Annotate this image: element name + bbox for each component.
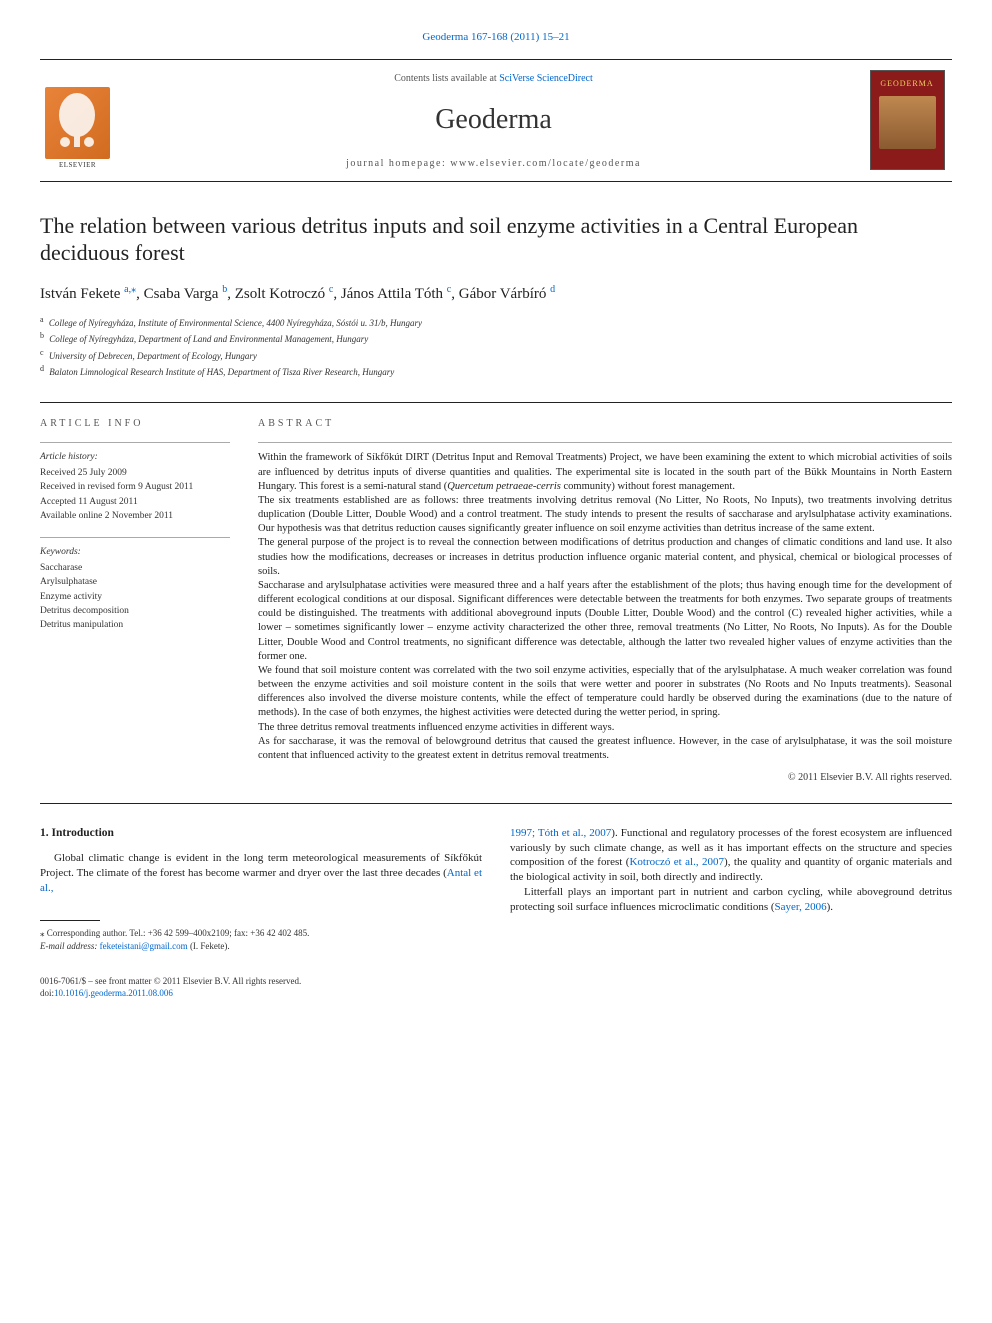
cite-kotroczo[interactable]: Kotroczó et al., 2007 [629,856,724,868]
doi-link[interactable]: 10.1016/j.geoderma.2011.08.006 [54,988,173,998]
contents-prefix: Contents lists available at [394,73,499,84]
homepage-line: journal homepage: www.elsevier.com/locat… [130,157,857,171]
abstract-copyright: © 2011 Elsevier B.V. All rights reserved… [258,771,952,785]
cover-image [879,96,936,149]
corresponding-star-icon: ⁎ [131,284,136,295]
abstract-paragraph: Within the framework of Síkfőkút DIRT (D… [258,451,952,494]
footnotes-block: ⁎ Corresponding author. Tel.: +36 42 599… [40,927,482,953]
journal-header: ELSEVIER Contents lists available at Sci… [40,59,952,182]
keyword-line: Detritus manipulation [40,618,230,632]
cover-title: GEODERMA [871,79,944,90]
abstract-col: abstract Within the framework of Síkfőkú… [258,417,952,785]
body-left-column: 1. Introduction Global climatic change i… [40,826,482,1000]
doi-prefix: doi: [40,988,54,998]
author-affil-sup: c [329,284,333,295]
author-affil-sup: c [447,284,451,295]
article-info-col: article info Article history: Received 2… [40,417,230,785]
cite-1997-toth[interactable]: 1997; Tóth et al., 2007 [510,827,611,839]
email-label: E-mail address: [40,941,97,951]
history-line: Accepted 11 August 2011 [40,495,230,509]
keywords-block: Keywords: SaccharaseArylsulphataseEnzyme… [40,537,230,632]
publisher-name: ELSEVIER [45,161,110,170]
bottom-copyright-block: 0016-7061/$ – see front matter © 2011 El… [40,975,482,1000]
intro-paragraph-1: Global climatic change is evident in the… [40,851,482,896]
abstract-label: abstract [258,417,952,431]
abstract-paragraph: We found that soil moisture content was … [258,664,952,721]
contents-line: Contents lists available at SciVerse Sci… [130,72,857,86]
publisher-logo-area: ELSEVIER [40,60,120,181]
issn-line: 0016-7061/$ – see front matter © 2011 El… [40,975,482,988]
keyword-line: Enzyme activity [40,590,230,604]
abstract-text: Within the framework of Síkfőkút DIRT (D… [258,442,952,763]
homepage-url[interactable]: www.elsevier.com/locate/geoderma [450,158,641,169]
sciencedirect-link[interactable]: SciVerse ScienceDirect [499,73,593,84]
abstract-paragraph: The general purpose of the project is to… [258,536,952,579]
p1-text: Global climatic change is evident in the… [40,852,482,879]
corresponding-author-note: ⁎ Corresponding author. Tel.: +36 42 599… [40,927,482,940]
author: Zsolt Kotroczó c [235,286,334,302]
body-two-column: 1. Introduction Global climatic change i… [40,826,952,1000]
p2-text: Litterfall plays an important part in nu… [510,886,952,913]
intro-paragraph-1-cont: 1997; Tóth et al., 2007). Functional and… [510,826,952,885]
journal-name: Geoderma [130,101,857,139]
author-affil-sup: d [550,284,555,295]
citation-header: Geoderma 167-168 (2011) 15–21 [40,30,952,45]
doi-line: doi:10.1016/j.geoderma.2011.08.006 [40,987,482,1000]
abstract-paragraph: The six treatments established are as fo… [258,494,952,537]
cover-thumb-area: GEODERMA [867,60,952,181]
intro-paragraph-2: Litterfall plays an important part in nu… [510,885,952,915]
article-info-label: article info [40,417,230,431]
keyword-line: Detritus decomposition [40,604,230,618]
keyword-line: Saccharase [40,561,230,575]
author: István Fekete a,⁎ [40,286,136,302]
history-line: Received 25 July 2009 [40,466,230,480]
section-1-heading: 1. Introduction [40,826,482,842]
affiliation-line: a College of Nyíregyháza, Institute of E… [40,314,952,331]
abstract-paragraph: The three detritus removal treatments in… [258,721,952,735]
author-affil-sup: b [222,284,227,295]
history-heading: Article history: [40,451,230,464]
abstract-paragraph: As for saccharase, it was the removal of… [258,735,952,763]
cite-sayer[interactable]: Sayer, 2006 [775,901,827,913]
affiliations-block: a College of Nyíregyháza, Institute of E… [40,314,952,380]
p2-post: ). [827,901,833,913]
elsevier-tree-icon [45,87,110,159]
authors-line: István Fekete a,⁎, Csaba Varga b, Zsolt … [40,283,952,304]
email-line: E-mail address: feketeistani@gmail.com (… [40,940,482,953]
journal-cover-thumbnail[interactable]: GEODERMA [870,70,945,170]
header-center: Contents lists available at SciVerse Sci… [120,60,867,181]
abstract-paragraph: Saccharase and arylsulphatase activities… [258,579,952,664]
author: Gábor Várbíró d [459,286,555,302]
article-title: The relation between various detritus in… [40,212,952,267]
footnote-separator [40,920,100,921]
homepage-prefix: journal homepage: [346,158,450,169]
history-line: Received in revised form 9 August 2011 [40,480,230,494]
keyword-line: Arylsulphatase [40,575,230,589]
affiliation-line: d Balaton Limnological Research Institut… [40,363,952,380]
body-right-column: 1997; Tóth et al., 2007). Functional and… [510,826,952,1000]
author: János Attila Tóth c [341,286,451,302]
article-history-block: Article history: Received 25 July 2009Re… [40,442,230,523]
author: Csaba Varga b [144,286,228,302]
keywords-heading: Keywords: [40,546,230,559]
info-abstract-row: article info Article history: Received 2… [40,402,952,804]
affiliation-line: b College of Nyíregyháza, Department of … [40,330,952,347]
email-link[interactable]: feketeistani@gmail.com [100,941,188,951]
affiliation-line: c University of Debrecen, Department of … [40,347,952,364]
history-line: Available online 2 November 2011 [40,509,230,523]
email-owner: (I. Fekete). [190,941,230,951]
